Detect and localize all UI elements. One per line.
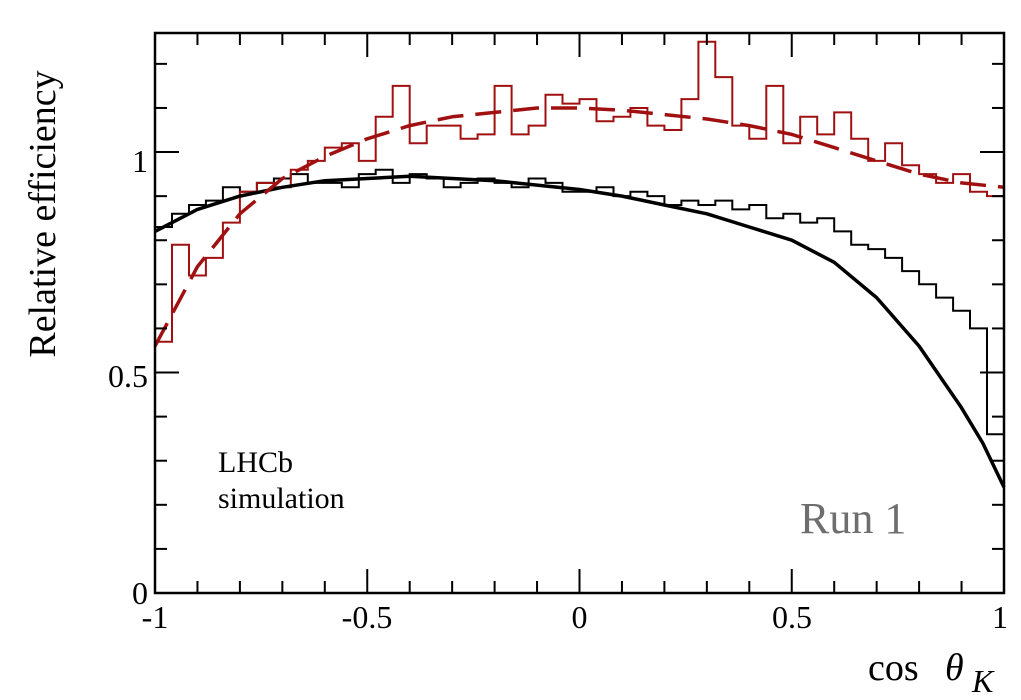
x-tick-label: -1 — [142, 599, 169, 635]
x-axis-title-text: cos — [868, 647, 919, 689]
y-tick-label: 0.5 — [108, 358, 148, 394]
experiment-label: LHCb — [218, 446, 293, 479]
run-label: Run 1 — [800, 494, 906, 543]
red-dashed-fit-curve — [153, 106, 1005, 347]
x-tick-label: 1 — [992, 599, 1008, 635]
x-axis-title-symbol: θ — [945, 647, 964, 689]
y-tick-label: 0 — [132, 575, 148, 611]
y-tick-label: 1 — [132, 143, 148, 179]
x-tick-label: 0 — [572, 599, 588, 635]
plot-series — [153, 40, 1006, 496]
x-axis-title: cos θ K — [868, 647, 995, 699]
x-tick-label: 0.5 — [772, 599, 812, 635]
x-axis-title-subscript: K — [971, 663, 995, 699]
x-tick-label: -0.5 — [342, 599, 393, 635]
y-axis-title: Relative efficiency — [22, 70, 64, 357]
axis-ticks — [154, 33, 1005, 594]
simulation-label: simulation — [218, 482, 345, 515]
black-fit-curve — [154, 174, 1006, 488]
